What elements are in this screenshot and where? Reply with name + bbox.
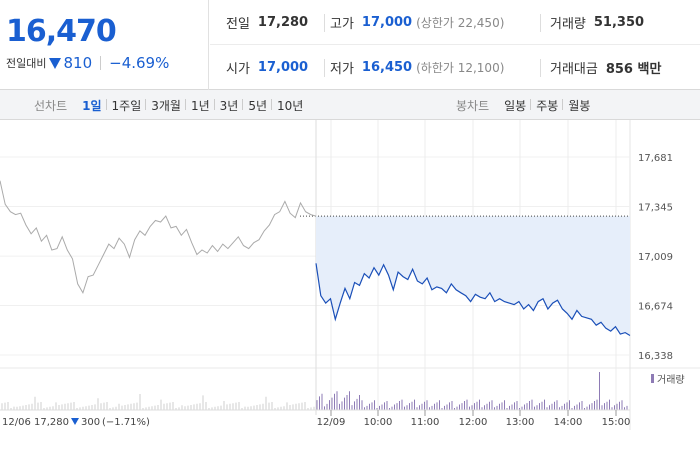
prev-close-value: 17,280	[257, 15, 309, 30]
line-chart-tabs: 선차트 1일 1주일 3개월 1년 3년 5년 10년	[34, 90, 308, 120]
quote-info-grid: 전일 17,280 고가 17,000 (상한가 22,450) 거래량 51,…	[210, 0, 700, 90]
previous-day-change: 300	[81, 417, 100, 428]
info-row: 시가 17,000 저가 16,450 (하한가 12,100) 거래대금 85…	[210, 45, 700, 90]
divider	[100, 56, 102, 70]
change-value: 810	[63, 54, 93, 72]
info-row: 전일 17,280 고가 17,000 (상한가 22,450) 거래량 51,…	[210, 0, 700, 45]
divider	[540, 14, 541, 32]
divider	[540, 59, 541, 77]
y-tick-label: 17,345	[638, 203, 673, 214]
y-tick-label: 17,681	[638, 153, 673, 164]
today-area-fill	[316, 216, 630, 336]
high-value: 17,000	[361, 15, 413, 30]
change-label: 전일대비	[6, 57, 47, 70]
volume-legend-label: 거래량	[657, 374, 685, 386]
low-label: 저가	[330, 62, 354, 77]
change-line: 전일대비 810 −4.69%	[6, 54, 169, 72]
current-price: 16,470	[6, 14, 117, 49]
open-value: 17,000	[257, 60, 309, 75]
x-tick-label: 10:00	[364, 417, 393, 428]
tab-period-0[interactable]: 1일	[82, 98, 102, 113]
y-tick-label: 16,674	[638, 301, 673, 312]
chart-toolbar: 선차트 1일 1주일 3개월 1년 3년 5년 10년 봉차트 일봉 주봉 월봉	[0, 90, 700, 120]
low-cell: 저가 16,450 (하한가 12,100)	[330, 45, 504, 90]
lower-limit: (하한가 12,100)	[416, 61, 505, 75]
divider	[324, 14, 325, 32]
tab-period-6[interactable]: 10년	[271, 97, 308, 114]
low-value: 16,450	[361, 60, 413, 75]
x-tick-label: 12:00	[459, 417, 488, 428]
x-tick-label: 14:00	[554, 417, 583, 428]
tab-period-1[interactable]: 1주일	[105, 97, 147, 114]
tab-candle-2[interactable]: 월봉	[562, 97, 595, 114]
prev-close-cell: 전일 17,280	[226, 0, 308, 45]
x-tick-label: 13:00	[506, 417, 535, 428]
x-tick-label: 11:00	[411, 417, 440, 428]
turnover-cell: 거래대금 856 백만	[550, 45, 661, 90]
down-arrow-icon	[71, 418, 79, 425]
quote-header: 16,470 전일대비 810 −4.69% 전일 17,280 고가 17,0…	[0, 0, 700, 90]
volume-cell: 거래량 51,350	[550, 0, 644, 45]
volume-label: 거래량	[550, 17, 586, 32]
high-label: 고가	[330, 17, 354, 32]
volume-legend-swatch	[651, 374, 654, 383]
change-percent: −4.69%	[109, 54, 170, 72]
x-tick-label: 12/09	[317, 417, 346, 428]
down-arrow-icon	[49, 57, 62, 69]
turnover-label: 거래대금	[550, 62, 598, 77]
previous-day-date: 12/06	[2, 417, 31, 428]
tab-period-3[interactable]: 1년	[184, 97, 215, 114]
open-cell: 시가 17,000	[226, 45, 308, 90]
tab-period-4[interactable]: 3년	[213, 97, 244, 114]
y-tick-label: 16,338	[638, 351, 673, 362]
tab-candle-0[interactable]: 일봉	[504, 98, 527, 113]
tab-period-2[interactable]: 3개월	[145, 97, 186, 114]
y-tick-label: 17,009	[638, 252, 673, 263]
volume-value: 51,350	[593, 15, 645, 30]
high-cell: 고가 17,000 (상한가 22,450)	[330, 0, 504, 45]
candle-chart-title: 봉차트	[456, 98, 490, 113]
previous-day-close: 17,280	[34, 417, 69, 428]
divider	[324, 59, 325, 77]
previous-day-series	[0, 180, 317, 295]
candle-chart-tabs: 봉차트 일봉 주봉 월봉	[456, 90, 595, 120]
x-tick-label: 15:00	[602, 417, 631, 428]
line-chart-title: 선차트	[34, 98, 68, 113]
price-chart-svg[interactable]: 17,681 17,345 17,009 16,674 16,338 거래량 12/09 10…	[0, 120, 700, 450]
prev-close-label: 전일	[226, 17, 250, 32]
tab-candle-1[interactable]: 주봉	[530, 97, 563, 114]
price-summary: 16,470 전일대비 810 −4.69%	[0, 0, 209, 90]
turnover-value: 856 백만	[605, 62, 662, 77]
tab-period-5[interactable]: 5년	[242, 97, 272, 114]
price-chart[interactable]: 17,681 17,345 17,009 16,674 16,338 거래량 12/09 10…	[0, 120, 700, 450]
upper-limit: (상한가 22,450)	[416, 16, 505, 30]
previous-day-change-percent: (−1.71%)	[102, 417, 150, 428]
today-series	[315, 263, 631, 337]
open-label: 시가	[226, 62, 250, 77]
